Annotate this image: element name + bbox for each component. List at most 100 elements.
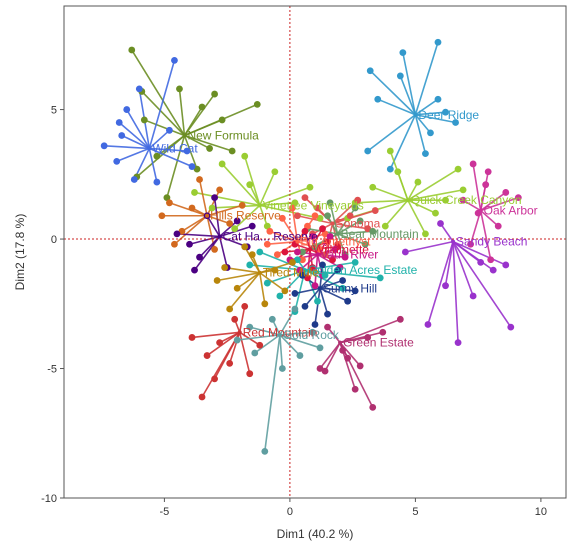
- data-point: [321, 367, 329, 375]
- y-tick-label: 5: [51, 105, 57, 117]
- data-point: [344, 354, 352, 362]
- data-point: [266, 227, 274, 235]
- data-point: [289, 204, 296, 212]
- data-point: [208, 204, 216, 212]
- data-point: [246, 323, 254, 331]
- data-point: [306, 183, 314, 191]
- link-line: [148, 129, 170, 150]
- data-point: [346, 212, 354, 220]
- link-line: [291, 207, 299, 242]
- data-points: [100, 38, 522, 455]
- centroid-marker: [315, 252, 320, 257]
- data-point: [351, 287, 359, 295]
- data-point: [354, 196, 362, 204]
- data-point: [314, 204, 321, 212]
- data-point: [100, 142, 108, 150]
- data-point: [294, 256, 301, 264]
- data-point: [299, 256, 306, 264]
- centroid-marker: [257, 203, 262, 208]
- data-point: [233, 284, 241, 292]
- centroid-label: Gold Rock: [283, 328, 340, 342]
- data-point: [452, 119, 459, 126]
- link-line: [176, 233, 220, 238]
- data-point: [326, 233, 334, 240]
- data-point: [319, 261, 326, 269]
- link-line: [389, 150, 409, 201]
- data-point: [386, 147, 394, 155]
- data-point: [183, 147, 191, 155]
- x-tick-label: 0: [287, 506, 293, 518]
- data-point: [178, 227, 186, 235]
- data-point: [326, 199, 334, 207]
- link-line: [414, 114, 427, 154]
- link-line: [244, 246, 261, 274]
- link-line: [206, 214, 230, 225]
- centroid-label: Tired Mule: [263, 266, 320, 280]
- data-point: [128, 46, 136, 54]
- link-line: [149, 147, 188, 152]
- data-point: [494, 222, 502, 230]
- data-point: [399, 49, 407, 57]
- x-axis-title: Dim1 (40.2 %): [277, 527, 354, 541]
- data-point: [216, 339, 224, 347]
- link-line: [221, 163, 261, 206]
- data-point: [263, 279, 271, 287]
- centroid-label: Red Mountain: [243, 325, 318, 339]
- link-line: [131, 49, 186, 136]
- data-point: [379, 328, 387, 336]
- data-point: [191, 189, 198, 196]
- link-line: [367, 114, 416, 152]
- centroid-label: Willamette: [313, 242, 369, 256]
- link-line: [319, 279, 343, 290]
- link-line: [238, 306, 246, 333]
- centroid-label: Big Amethyst: [300, 235, 371, 249]
- link-line: [372, 186, 409, 201]
- link-line: [304, 269, 381, 279]
- data-point: [309, 233, 316, 240]
- link-line: [279, 331, 313, 336]
- data-point: [361, 240, 369, 248]
- link-line: [479, 184, 487, 211]
- data-point: [248, 251, 256, 258]
- data-point: [414, 178, 422, 186]
- data-point: [246, 261, 254, 269]
- data-point: [291, 290, 299, 297]
- data-point: [311, 212, 319, 220]
- data-point: [514, 194, 522, 202]
- link-line: [213, 197, 221, 237]
- centroid-label: Vinetree Vineyards: [263, 198, 364, 212]
- link-line: [219, 220, 238, 238]
- data-point: [216, 186, 224, 194]
- data-point: [278, 365, 286, 372]
- data-point: [366, 67, 374, 75]
- link-line: [339, 318, 401, 344]
- data-point: [268, 315, 276, 323]
- plot-area-frame: [63, 5, 567, 499]
- data-point: [241, 302, 249, 310]
- link-line: [237, 334, 280, 341]
- link-line: [259, 251, 306, 271]
- link-line: [166, 135, 186, 198]
- link-line: [243, 155, 261, 206]
- data-point: [329, 256, 336, 264]
- data-point: [213, 277, 221, 284]
- centroid-marker: [217, 234, 222, 239]
- data-point: [226, 220, 234, 227]
- data-point: [140, 116, 148, 124]
- link-line: [439, 223, 454, 243]
- link-line: [259, 171, 276, 206]
- link-line: [236, 272, 261, 289]
- data-point: [186, 240, 193, 248]
- data-point: [278, 214, 286, 222]
- data-point: [482, 181, 490, 189]
- data-point: [401, 248, 409, 256]
- data-point: [321, 251, 329, 258]
- link-line: [304, 287, 321, 307]
- link-line: [206, 331, 241, 357]
- data-point: [459, 196, 467, 204]
- data-point: [309, 264, 316, 271]
- data-point: [233, 336, 241, 344]
- data-point: [218, 160, 226, 168]
- data-point: [226, 305, 234, 313]
- data-point: [123, 106, 131, 113]
